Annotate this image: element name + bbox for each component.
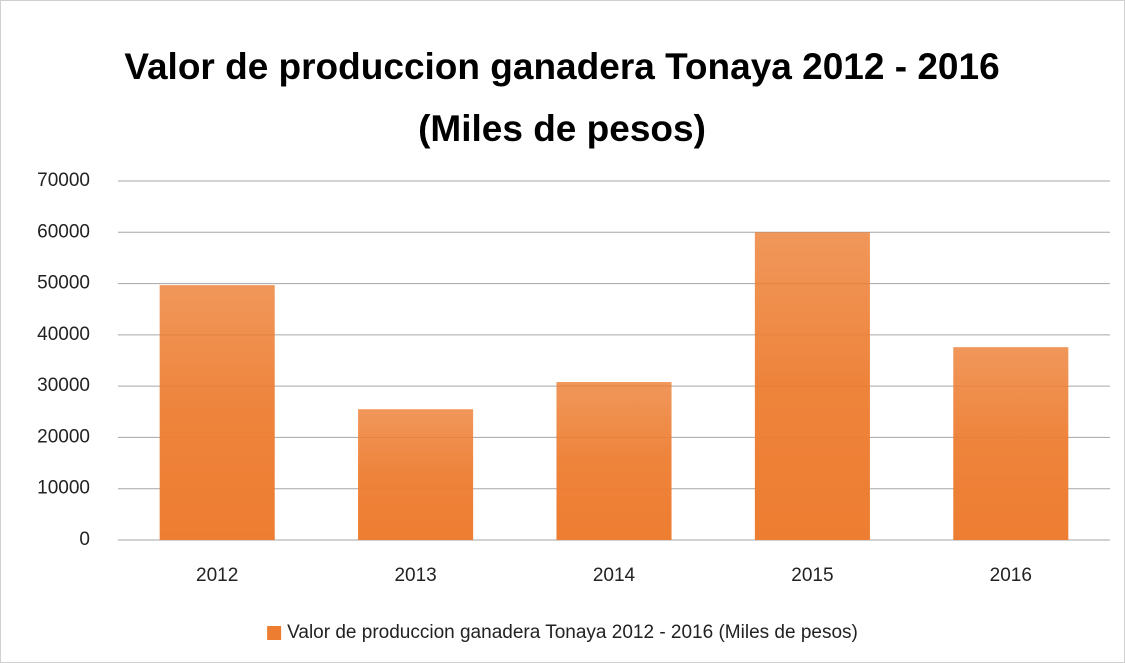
x-tick-label: 2016	[990, 565, 1032, 586]
y-tick-label: 0	[79, 529, 90, 550]
y-tick-label: 50000	[37, 273, 90, 294]
x-tick-label: 2013	[394, 565, 436, 586]
legend-label: Valor de produccion ganadera Tonaya 2012…	[287, 622, 858, 643]
bar	[754, 232, 870, 541]
bar	[159, 285, 275, 540]
bar	[358, 409, 474, 540]
legend-swatch	[267, 626, 282, 640]
y-tick-label: 10000	[37, 478, 90, 499]
y-tick-label: 40000	[37, 324, 90, 345]
y-tick-label: 70000	[37, 170, 90, 191]
x-tick-label: 2015	[791, 565, 833, 586]
chart-title: Valor de produccion ganadera Tonaya 2012…	[124, 46, 1000, 149]
y-tick-label: 30000	[37, 375, 90, 396]
y-tick-label: 60000	[37, 221, 90, 242]
bar	[953, 347, 1069, 540]
x-tick-label: 2014	[593, 565, 636, 586]
bar	[556, 382, 672, 540]
x-tick-label: 2012	[196, 565, 238, 586]
y-tick-label: 20000	[37, 426, 90, 447]
